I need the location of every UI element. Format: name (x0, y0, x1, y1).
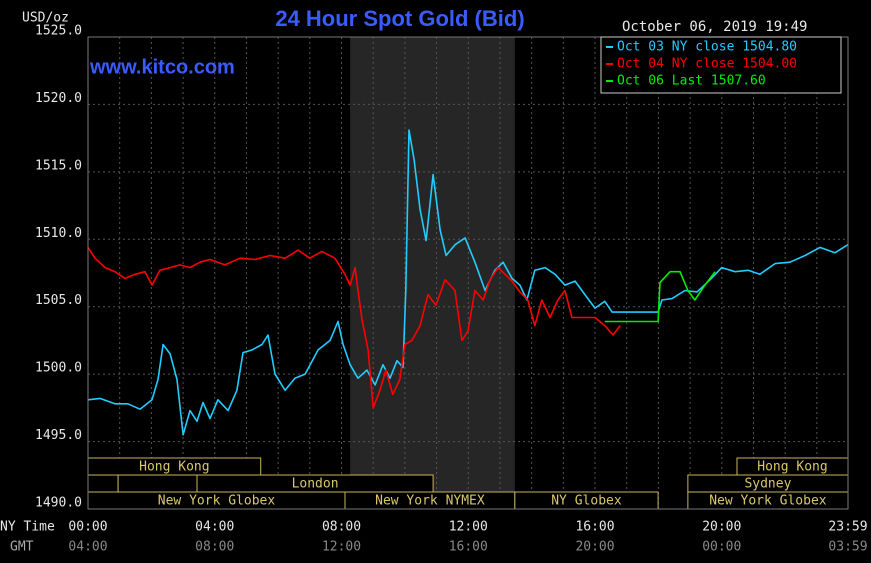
y-tick-label: 1495.0 (35, 428, 82, 443)
session-label: Hong Kong (139, 460, 209, 475)
legend-label: Oct 03 NY close 1504.80 (617, 40, 797, 55)
x2-tick-label: 20:00 (575, 540, 614, 555)
y-tick-label: 1510.0 (35, 226, 82, 241)
x-tick-label: 16:00 (575, 520, 614, 535)
legend-box (600, 36, 842, 94)
session-label: New York Globex (709, 494, 827, 509)
y-tick-label: 1520.0 (35, 91, 82, 106)
x-tick-label: 04:00 (195, 520, 234, 535)
x-tick-label: 12:00 (449, 520, 488, 535)
session-box (117, 474, 198, 493)
session-label: NY Globex (551, 494, 622, 509)
shaded-region (350, 37, 515, 509)
subtitle: www.kitco.com (89, 56, 235, 78)
session-box (87, 474, 119, 493)
x-tick-label: 23:59 (828, 520, 867, 535)
series-line (87, 129, 849, 436)
plot-border (87, 36, 849, 510)
session-label: London (292, 477, 339, 492)
legend-label: Oct 06 Last 1507.60 (617, 74, 766, 89)
x-axis-label: NY Time (0, 520, 55, 535)
y-tick-label: 1515.0 (35, 158, 82, 173)
date: October 06, 2019 19:49 (622, 19, 807, 35)
session-label: New York NYMEX (375, 494, 485, 509)
session-label: Hong Kong (757, 460, 827, 475)
session-label: Sydney (744, 477, 791, 492)
y-tick-label: 1525.0 (35, 24, 82, 39)
x2-tick-label: 03:59 (828, 540, 867, 555)
x-tick-label: 00:00 (68, 520, 107, 535)
x2-tick-label: 04:00 (68, 540, 107, 555)
y-tick-label: 1500.0 (35, 361, 82, 376)
y-tick-label: 1505.0 (35, 293, 82, 308)
series-line (604, 270, 716, 323)
y-tick-label: 1490.0 (35, 496, 82, 511)
session-label: New York Globex (158, 494, 276, 509)
legend: Oct 03 NY close 1504.80 Oct 04 NY close 1… (600, 36, 842, 94)
x2-tick-label: 00:00 (702, 540, 741, 555)
x-tick-label: 20:00 (702, 520, 741, 535)
x2-tick-label: 16:00 (449, 540, 488, 555)
x2-tick-label: 08:00 (195, 540, 234, 555)
series-line (87, 246, 621, 409)
legend-label: Oct 04 NY close 1504.00 (617, 57, 797, 72)
x-tick-label: 08:00 (322, 520, 361, 535)
chart-title: 24 Hour Spot Gold (Bid) (275, 6, 524, 31)
x2-axis-label: GMT (10, 540, 34, 555)
y-axis-label: USD/oz (22, 11, 69, 26)
x2-tick-label: 12:00 (322, 540, 361, 555)
